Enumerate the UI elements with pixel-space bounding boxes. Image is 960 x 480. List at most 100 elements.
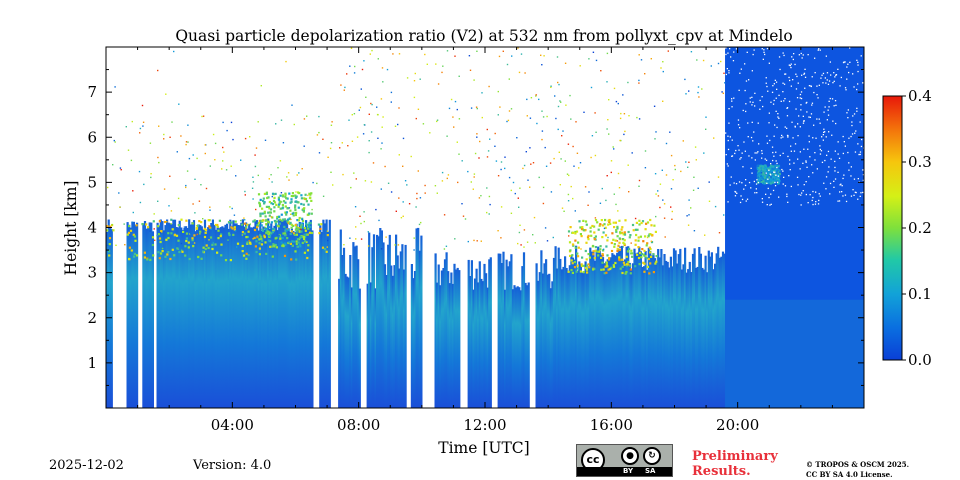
heatmap-column [260,231,263,408]
heatmap-noise [476,133,478,135]
heatmap-noise [202,218,204,220]
heatmap-speckle [786,193,788,195]
heatmap-noise [602,248,605,250]
heatmap-speckle [827,114,830,116]
heatmap-column [546,274,549,408]
heatmap-cell [286,207,289,210]
heatmap-speckle [777,116,779,118]
heatmap-speckle [833,180,835,182]
heatmap-column [395,234,398,408]
heatmap-speckle [844,145,846,147]
heatmap-cell [571,254,574,257]
heatmap-noise [685,93,687,95]
heatmap-speckle [792,137,794,139]
heatmap-cell [648,272,651,275]
heatmap-speckle [761,152,763,155]
heatmap-speckle [822,139,824,141]
heatmap-cell [294,196,297,199]
heatmap-noise [617,102,619,105]
heatmap-noise [413,96,416,99]
heatmap-speckle [791,121,793,123]
heatmap-cell [771,169,774,173]
heatmap-noise [518,231,521,234]
heatmap-cell [158,257,161,260]
heatmap-speckle [774,124,776,126]
heatmap-cell [247,230,250,233]
heatmap-cell [600,256,603,259]
heatmap-column [543,263,546,408]
heatmap-cell [269,208,273,211]
heatmap-cell [654,262,657,265]
heatmap-cell [279,207,282,210]
heatmap-cell [585,268,589,271]
heatmap-speckle [759,108,761,110]
heatmap-cell [299,226,303,229]
heatmap-speckle [756,179,758,181]
heatmap-column [297,228,300,408]
heatmap-column [387,244,390,408]
heatmap-cell [227,232,231,235]
heatmap-noise [376,106,378,108]
heatmap-column [704,255,707,408]
heatmap-cell [617,244,620,247]
heatmap-cell [298,243,302,246]
heatmap-speckle [851,124,853,127]
heatmap-cell [268,235,271,238]
heatmap-speckle [748,181,751,184]
heatmap-noise [230,165,232,167]
heatmap-speckle [774,79,776,81]
heatmap-speckle [846,112,848,114]
heatmap-column [229,219,232,408]
heatmap-noise [595,59,598,62]
heatmap-cell [623,233,627,236]
heatmap-cell [295,233,298,236]
heatmap-cell [773,176,776,180]
heatmap-speckle [730,176,732,178]
heatmap-noise [157,69,159,72]
heatmap-noise [612,146,614,148]
heatmap-noise [520,53,523,55]
heatmap-cell [759,165,762,168]
heatmap-column [222,227,226,408]
heatmap-speckle [789,79,791,82]
heatmap-speckle [776,162,778,165]
heatmap-noise [519,224,521,226]
heatmap-speckle [837,141,839,143]
heatmap-noise [613,193,615,195]
heatmap-speckle [750,167,752,169]
heatmap-noise [594,154,597,157]
heatmap-noise [288,179,290,181]
heatmap-column [455,269,458,408]
heatmap-column [131,221,134,408]
x-tick-label: 20:00 [716,416,759,434]
heatmap-column [567,270,570,408]
heatmap-cell [130,249,133,252]
heatmap-column [292,231,295,408]
heatmap-noise [718,232,721,234]
heatmap-noise [358,109,360,111]
heatmap-cell [622,238,625,241]
heatmap-column [167,222,170,408]
heatmap-noise [529,147,531,149]
heatmap-speckle [765,82,767,84]
heatmap-cell [256,235,259,238]
heatmap-speckle [862,169,864,171]
heatmap-cell [281,207,284,210]
heatmap-noise [244,219,246,221]
heatmap-cell [581,256,584,259]
heatmap-speckle [846,66,848,68]
heatmap-noise [354,206,357,208]
heatmap-speckle [845,89,847,91]
heatmap-noise [350,186,352,189]
heatmap-cell [621,226,624,229]
heatmap-speckle [857,83,859,85]
heatmap-speckle [781,134,783,137]
heatmap-speckle [783,83,786,85]
heatmap-cell [281,203,284,207]
heatmap-column [295,223,298,408]
heatmap-speckle [852,189,854,191]
heatmap-speckle [729,48,731,50]
heatmap-cell [764,164,767,167]
heatmap-cell [634,228,637,231]
heatmap-cell [296,201,299,204]
